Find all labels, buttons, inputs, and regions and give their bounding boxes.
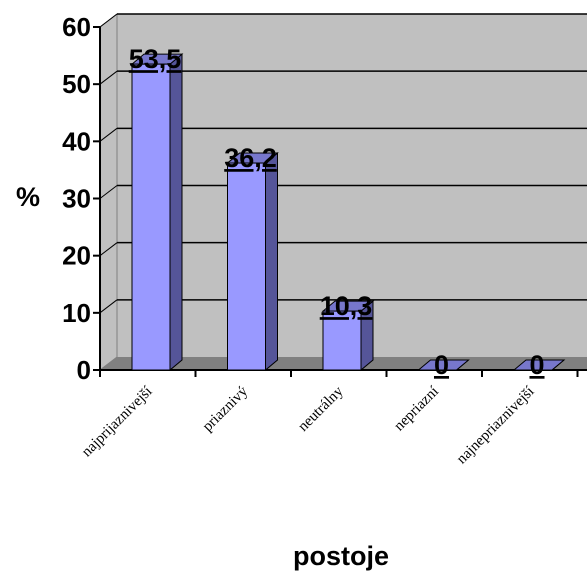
bars [130, 53, 566, 372]
y-tick-label: 30 [62, 184, 91, 214]
y-axis: 0 10 20 30 40 50 60 [62, 12, 101, 385]
y-tick-label: 20 [62, 241, 91, 271]
x-tick-label: najnepriaznivejší [454, 384, 538, 468]
bar [417, 359, 470, 371]
x-tick-label: najprijaznivejší [79, 384, 156, 461]
gridline-side [99, 242, 118, 257]
y-axis-title: % [16, 182, 40, 212]
gridline-side [99, 185, 118, 199]
bar-side [169, 53, 183, 372]
y-tick-label: 60 [62, 12, 91, 42]
x-tick-label: priaznivý [200, 383, 252, 435]
bar-front [131, 63, 171, 371]
bar-top [417, 359, 470, 371]
y-tick-label: 50 [62, 69, 91, 99]
gridline-side [99, 70, 118, 85]
data-label: 0 [434, 350, 449, 380]
bar-front [227, 162, 266, 371]
bar-top [512, 359, 566, 371]
bar [512, 359, 566, 371]
y-tick-label: 10 [62, 298, 91, 328]
data-label: 0 [529, 350, 544, 380]
bar [321, 300, 375, 372]
data-label: 10,3 [320, 291, 373, 321]
gridline-side [99, 299, 118, 314]
x-axis: najprijaznivejší priaznivý neutrálny nepria… [79, 369, 587, 468]
bar [226, 151, 279, 372]
data-label: 53,5 [129, 44, 182, 74]
x-tick-label: neutrálny [295, 383, 347, 435]
data-labels: 53,5 36,2 10,3 0 0 [129, 44, 545, 380]
bar-side [265, 151, 278, 372]
bar-front [322, 310, 362, 371]
x-axis-title: postoje [293, 541, 389, 571]
bar [130, 53, 184, 372]
gridline-side [99, 13, 118, 28]
gridlines [99, 13, 587, 314]
gridline-side [99, 127, 118, 142]
y-tick-label: 0 [77, 355, 91, 385]
x-tick-label: nepriazní [391, 384, 442, 435]
y-tick-label: 40 [62, 126, 91, 156]
data-label: 36,2 [224, 143, 277, 173]
